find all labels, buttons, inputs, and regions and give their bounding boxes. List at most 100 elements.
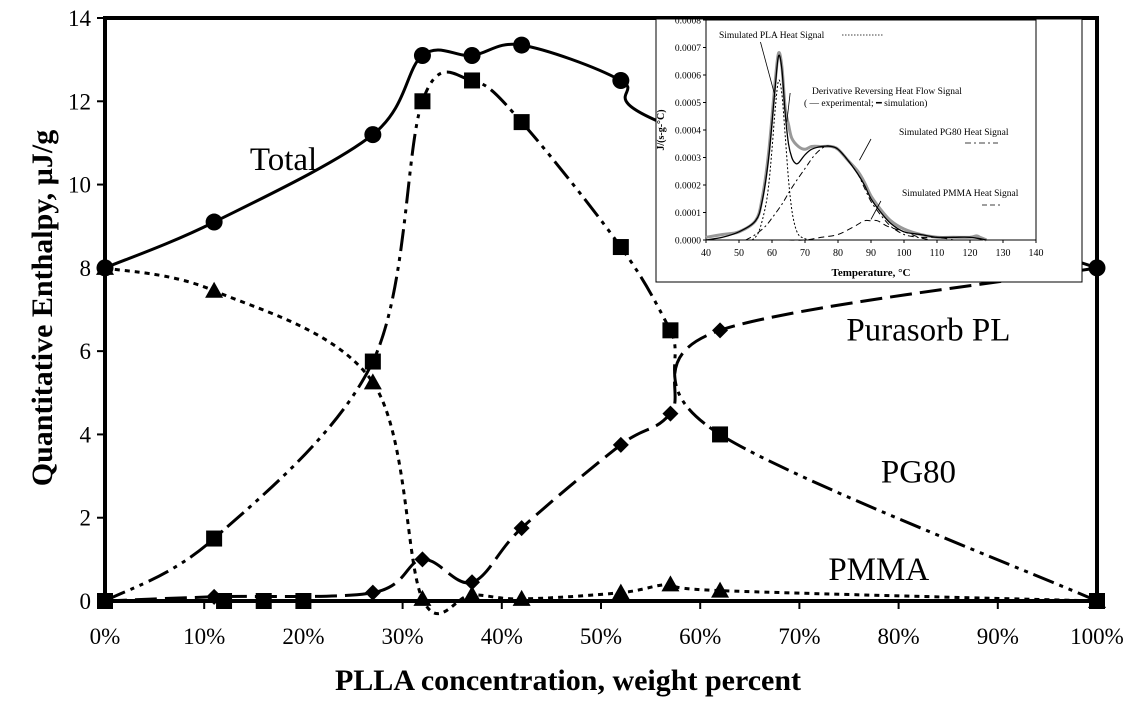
data-point-pg80 [712,426,729,443]
main-y-axis-label: Quantitative Enthalpy, µJ/g [26,130,59,487]
inset-note-derivative: Derivative Reversing Heat Flow Signal [812,87,962,97]
data-point-pg80 [662,322,679,339]
data-point-pg80 [513,114,530,131]
data-point-purasorb-pl [464,574,481,591]
data-point-pg80 [364,353,381,370]
data-point-purasorb-pl [1089,259,1105,276]
data-point-purasorb-pl [712,322,729,339]
inset-note-derivative-legend: ( — experimental; ━ simulation) [804,98,927,109]
data-point-purasorb-pl [513,520,530,537]
data-point-pmma [463,585,482,602]
inset-x-tick-label: 40 [701,248,711,259]
data-point-pmma [512,589,531,606]
inset-x-tick-label: 110 [930,248,945,259]
inset-x-tick-label: 120 [963,248,978,259]
x-tick-label: 90% [977,624,1019,649]
inset-chart: 40 50 60 70 80 90 100 110 120 130 140 0.0000 0.0001… [655,17,1083,283]
inset-note-pla: Simulated PLA Heat Signal [719,31,825,41]
inset-y-tick-label: 0.0002 [675,182,701,192]
series-label-pg80: PG80 [881,454,956,490]
inset-series-line-simulated-pmma-heat-signal [788,219,954,241]
inset-annotations: Simulated PLA Heat Signal Derivative Reve… [719,31,1019,220]
inset-x-tick-label: 130 [996,248,1011,259]
data-point-pmma [661,575,680,592]
x-tick-label: 20% [282,624,324,649]
x-tick-label: 30% [382,624,424,649]
y-tick-label: 0 [80,589,92,614]
data-point-pg80 [464,72,481,89]
y-tick-label: 6 [80,339,92,364]
inset-x-tick-label: 70 [800,248,810,259]
series-line-pmma [104,266,1098,616]
data-point-pmma [363,373,382,390]
inset-y-tick-label: 0.0008 [675,17,701,27]
x-tick-label: 80% [878,624,920,649]
data-point-total [413,46,431,64]
x-tick-label: 50% [580,624,622,649]
inset-y-tick-label: 0.0004 [675,127,701,137]
y-tick-label: 4 [80,422,92,447]
x-tick-label: 100% [1070,624,1124,649]
inset-annotation-leader [870,200,882,220]
data-point-purasorb-pl [662,405,679,422]
inset-y-ticks: 0.0000 0.0001 0.0002 0.0003 0.0004 0.0005 0.00… [675,17,706,247]
inset-x-tick-label: 100 [897,248,912,259]
data-point-pmma [413,589,432,606]
main-annotations: Total Purasorb PL PG80 PMMA [250,142,1011,588]
data-point-pg80-baseline [216,593,233,609]
data-point-pmma [205,281,224,298]
inset-y-tick-label: 0.0007 [675,44,701,54]
x-tick-label: 60% [679,624,721,649]
inset-y-tick-label: 0.0005 [675,99,701,109]
data-point-pmma [1088,592,1106,608]
y-tick-label: 2 [80,506,92,531]
main-y-ticks: 0 2 4 6 8 10 12 14 [68,6,105,614]
data-point-purasorb-pl [612,436,629,453]
x-tick-label: 10% [183,624,225,649]
data-point-pg80-baseline [255,593,272,609]
inset-x-tick-label: 80 [833,248,843,259]
x-tick-label: 0% [90,624,121,649]
data-point-pg80 [206,530,223,547]
data-point-total [364,126,382,144]
data-point-total [463,46,481,64]
inset-x-tick-label: 140 [1029,248,1044,259]
y-tick-label: 12 [68,89,91,114]
inset-y-tick-label: 0.0001 [675,209,701,219]
inset-x-tick-label: 60 [767,248,777,259]
inset-background [655,18,1083,283]
series-label-total: Total [250,142,317,178]
inset-y-tick-label: 0.0003 [675,154,701,164]
x-tick-label: 40% [481,624,523,649]
inset-annotation-leader [760,41,776,98]
data-point-pmma [611,583,630,600]
main-chart: 0% 10% 20% 30% 40% 50% 60% 70% 80% 90% 100% 0 2 4 6 8 1… [26,6,1124,697]
inset-annotation-leader [786,92,791,122]
series-label-purasorb-pl: Purasorb PL [846,313,1010,349]
inset-series-group [705,51,988,242]
data-point-total [612,71,630,89]
y-tick-label: 10 [68,173,91,198]
data-point-pmma [711,581,730,598]
inset-note-pmma: Simulated PMMA Heat Signal [902,189,1019,199]
x-tick-label: 70% [778,624,820,649]
inset-y-tick-label: 0.0006 [675,72,701,82]
inset-x-ticks: 40 50 60 70 80 90 100 110 120 130 140 [701,240,1044,259]
series-label-pmma: PMMA [828,552,929,588]
data-point-purasorb-pl [364,584,381,601]
main-x-ticks: 0% 10% 20% 30% 40% 50% 60% 70% 80% 90% 100% [90,601,1124,649]
inset-y-tick-label: 0.0000 [675,237,701,247]
inset-note-pg80: Simulated PG80 Heat Signal [899,128,1009,138]
inset-x-tick-label: 90 [866,248,876,259]
data-point-total [205,213,223,231]
inset-x-axis-label: Temperature, °C [832,267,911,279]
y-tick-label: 14 [68,6,92,31]
main-x-axis-label: PLLA concentration, weight percent [335,664,801,697]
inset-x-tick-label: 50 [734,248,744,259]
inset-annotation-leader [859,138,872,161]
data-point-pg80 [612,239,629,256]
data-point-pg80 [414,93,431,110]
inset-y-axis-label: J/(s-g-°C) [656,109,667,150]
data-point-total [513,36,531,54]
